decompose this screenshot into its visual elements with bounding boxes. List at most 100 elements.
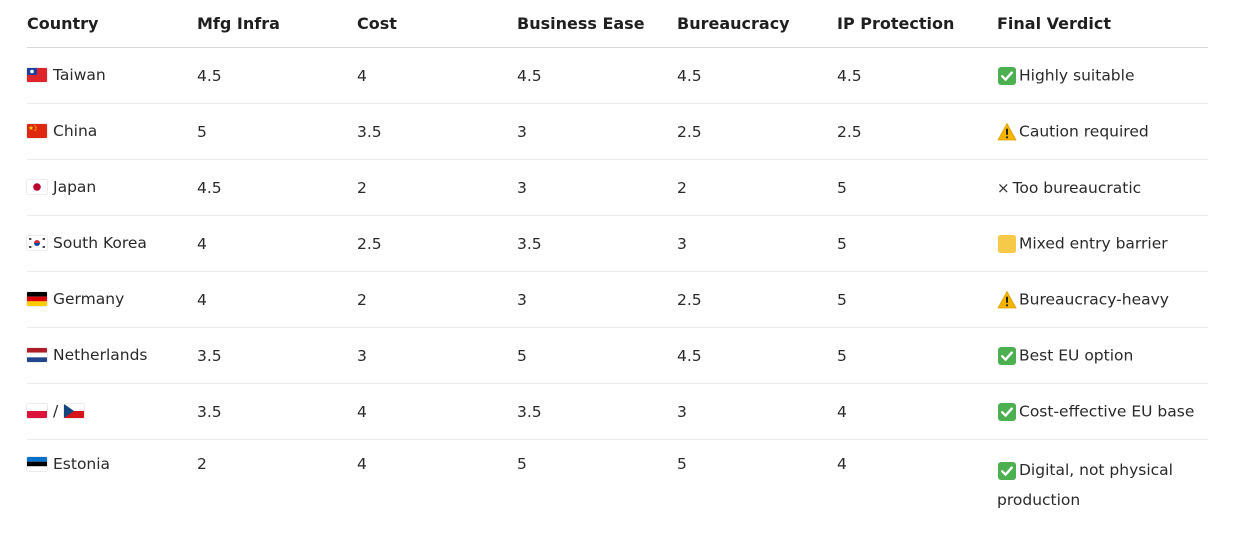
cost-cell: 4 (357, 455, 367, 473)
cost-cell: 3.5 (357, 103, 517, 160)
country-cell: Netherlands (27, 327, 197, 384)
country-cell-content: South Korea (27, 234, 147, 252)
check-mark-icon (997, 346, 1017, 366)
business-ease-cell: 3 (517, 103, 677, 160)
country-comparison-table: Country Mfg Infra Cost Business Ease Bur… (27, 0, 1208, 515)
yellow-square-icon (997, 234, 1017, 254)
business-ease-cell: 3.5 (517, 383, 677, 440)
japan-flag-icon (27, 179, 47, 194)
header-mfg-infra: Mfg Infra (197, 0, 357, 48)
ip-protection-cell: 5 (837, 159, 997, 216)
ip-protection-cell: 4.5 (837, 47, 997, 104)
bureaucracy-cell: 2 (677, 159, 837, 216)
mfg-infra-cell: 4 (197, 271, 357, 328)
country-cell: Germany (27, 271, 197, 328)
verdict-text: Mixed entry barrier (1019, 234, 1168, 252)
country-cell-content: China (27, 122, 97, 140)
germany-flag-icon (27, 291, 47, 306)
table-row: Estonia 2 4 5 5 4 Digital, not physical produc… (27, 440, 1208, 516)
country-name: Netherlands (53, 345, 148, 364)
netherlands-flag-icon (27, 347, 47, 362)
business-ease-cell: 3 (517, 271, 677, 328)
table-row: /3.5 4 3.5 3 4 Cost-effective EU base (27, 383, 1208, 440)
table-header: Country Mfg Infra Cost Business Ease Bur… (27, 0, 1208, 48)
table-row: China 5 3.5 3 2.5 2.5 Caution required (27, 103, 1208, 160)
country-cell-content: / (27, 402, 86, 420)
bureaucracy-cell: 3 (677, 383, 837, 440)
ip-protection-cell: 5 (837, 215, 997, 272)
cross-icon: × (997, 178, 1010, 197)
verdict-text: Best EU option (1019, 346, 1134, 364)
check-mark-icon (997, 402, 1017, 422)
cost-cell: 2.5 (357, 215, 517, 272)
verdict-text: Bureaucracy-heavy (1019, 290, 1169, 308)
country-cell: Estonia (27, 440, 197, 516)
bureaucracy-cell: 2.5 (677, 103, 837, 160)
country-cell-content: Taiwan (27, 66, 106, 84)
ip-protection-cell: 4 (837, 455, 847, 473)
country-name: / (53, 401, 59, 420)
bureaucracy-cell: 3 (677, 215, 837, 272)
warning-icon (997, 290, 1017, 310)
bureaucracy-cell: 4.5 (677, 327, 837, 384)
ip-protection-cell: 4 (837, 383, 997, 440)
header-bureaucracy: Bureaucracy (677, 0, 837, 48)
mfg-infra-cell: 4.5 (197, 47, 357, 104)
header-business-ease: Business Ease (517, 0, 677, 48)
final-verdict-cell: Bureaucracy-heavy (997, 271, 1208, 328)
mfg-infra-cell: 2 (197, 455, 207, 473)
country-cell: China (27, 103, 197, 160)
bureaucracy-cell: 4.5 (677, 47, 837, 104)
country-name: Estonia (53, 455, 111, 473)
cost-cell: 2 (357, 271, 517, 328)
country-cell: Japan (27, 159, 197, 216)
country-cell: / (27, 383, 197, 440)
country-cell-content: Japan (27, 178, 96, 196)
country-name: South Korea (53, 233, 147, 252)
ip-protection-cell: 2.5 (837, 103, 997, 160)
cost-cell: 4 (357, 383, 517, 440)
china-flag-icon (27, 123, 47, 138)
mfg-infra-cell: 3.5 (197, 383, 357, 440)
country-name: Germany (53, 289, 125, 308)
poland-flag-icon (27, 403, 47, 418)
table-row: Japan 4.5 2 3 2 5 × Too bureaucratic (27, 159, 1208, 216)
business-ease-cell: 5 (517, 327, 677, 384)
final-verdict-cell: Caution required (997, 103, 1208, 160)
country-cell-content: Netherlands (27, 346, 147, 364)
bureaucracy-cell: 5 (677, 455, 687, 473)
cost-cell: 3 (357, 327, 517, 384)
comparison-table-container: Country Mfg Infra Cost Business Ease Bur… (27, 0, 1208, 515)
final-verdict-cell: Mixed entry barrier (997, 215, 1208, 272)
final-verdict-cell: Best EU option (997, 327, 1208, 384)
mfg-infra-cell: 3.5 (197, 327, 357, 384)
mfg-infra-cell: 5 (197, 103, 357, 160)
verdict-text: Highly suitable (1019, 66, 1135, 84)
czech-flag-icon (64, 403, 85, 418)
table-row: Taiwan 4.5 4 4.5 4.5 4.5 Highly suitable (27, 47, 1208, 104)
final-verdict-cell: Highly suitable (997, 47, 1208, 104)
verdict-text: Caution required (1019, 122, 1149, 140)
table-row: South Korea 4 2.5 3.5 3 5 Mixed entry barrier (27, 215, 1208, 272)
verdict-text: Too bureaucratic (1012, 178, 1142, 197)
ip-protection-cell: 5 (837, 271, 997, 328)
table-body: Taiwan 4.5 4 4.5 4.5 4.5 Highly suitable China 5… (27, 47, 1208, 516)
table-row: Netherlands 3.5 3 5 4.5 5 Best EU option (27, 327, 1208, 384)
check-mark-icon (997, 461, 1017, 481)
south-korea-flag-icon (27, 235, 47, 250)
estonia-flag-icon (27, 457, 47, 471)
country-cell: Taiwan (27, 47, 197, 104)
mfg-infra-cell: 4.5 (197, 159, 357, 216)
header-row: Country Mfg Infra Cost Business Ease Bur… (27, 0, 1208, 48)
check-mark-icon (997, 66, 1017, 86)
country-cell: South Korea (27, 215, 197, 272)
header-final-verdict: Final Verdict (997, 0, 1208, 48)
business-ease-cell: 5 (517, 455, 527, 473)
verdict-text: Cost-effective EU base (1019, 402, 1195, 420)
header-country: Country (27, 0, 197, 48)
bureaucracy-cell: 2.5 (677, 271, 837, 328)
country-cell-content: Estonia (27, 455, 110, 473)
cost-cell: 4 (357, 47, 517, 104)
country-cell-content: Germany (27, 290, 124, 308)
final-verdict-cell: × Too bureaucratic (997, 159, 1208, 216)
